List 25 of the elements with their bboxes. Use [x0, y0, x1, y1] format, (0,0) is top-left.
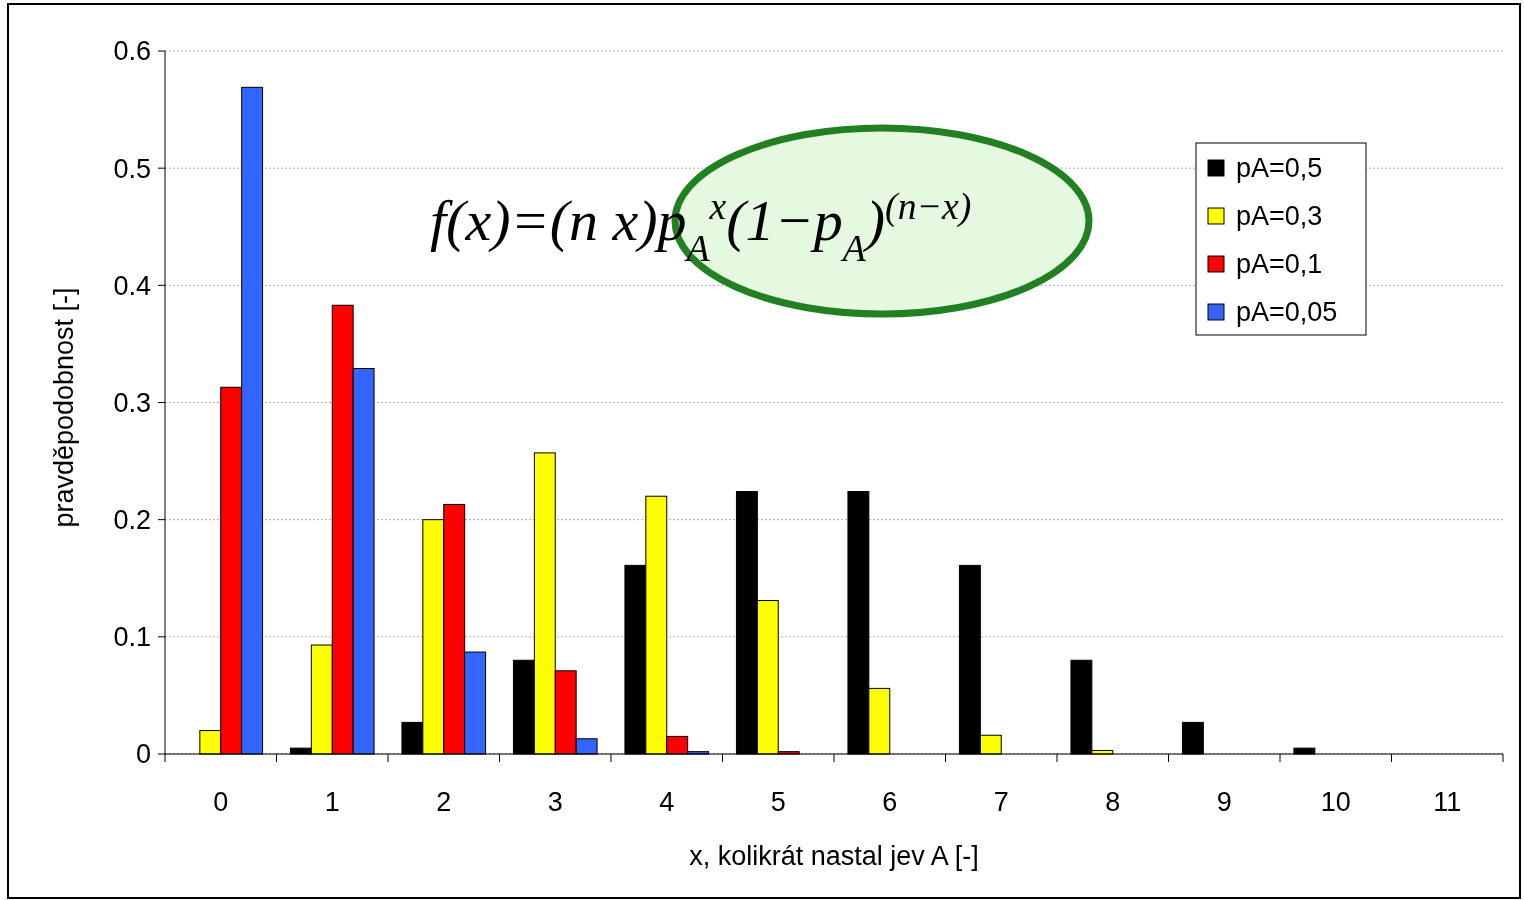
legend-label: pA=0,05 [1236, 297, 1338, 328]
y-tick-label: 0.1 [113, 622, 151, 653]
x-tick-label: 10 [1320, 787, 1351, 817]
legend-label: pA=0,1 [1236, 249, 1323, 280]
legend-label: pA=0,3 [1236, 201, 1323, 232]
x-tick-label: 4 [659, 787, 675, 817]
x-tick-label: 8 [1105, 787, 1121, 817]
x-tick-label: 9 [1216, 787, 1232, 817]
y-tick-label: 0.6 [113, 36, 151, 67]
x-tick-label: 5 [770, 787, 786, 817]
y-tick-label: 0.4 [113, 270, 151, 301]
x-axis-title: x, kolikrát nastal jev A [-] [689, 841, 979, 871]
legend-label: pA=0,5 [1236, 153, 1323, 184]
x-tick-label: 0 [213, 787, 229, 817]
x-tick-label: 6 [882, 787, 898, 817]
y-tick-label: 0.5 [113, 153, 151, 184]
y-tick-label: 0 [135, 739, 151, 770]
y-axis-title: pravděpodobnost [-] [49, 287, 79, 528]
x-tick-label: 1 [324, 787, 340, 817]
x-tick-label: 11 [1433, 787, 1462, 817]
x-tick-label: 3 [547, 787, 563, 817]
x-tick-label: 7 [993, 787, 1009, 817]
y-tick-label: 0.3 [113, 387, 151, 418]
y-tick-label: 0.2 [113, 505, 151, 536]
x-tick-label: 2 [436, 787, 452, 817]
